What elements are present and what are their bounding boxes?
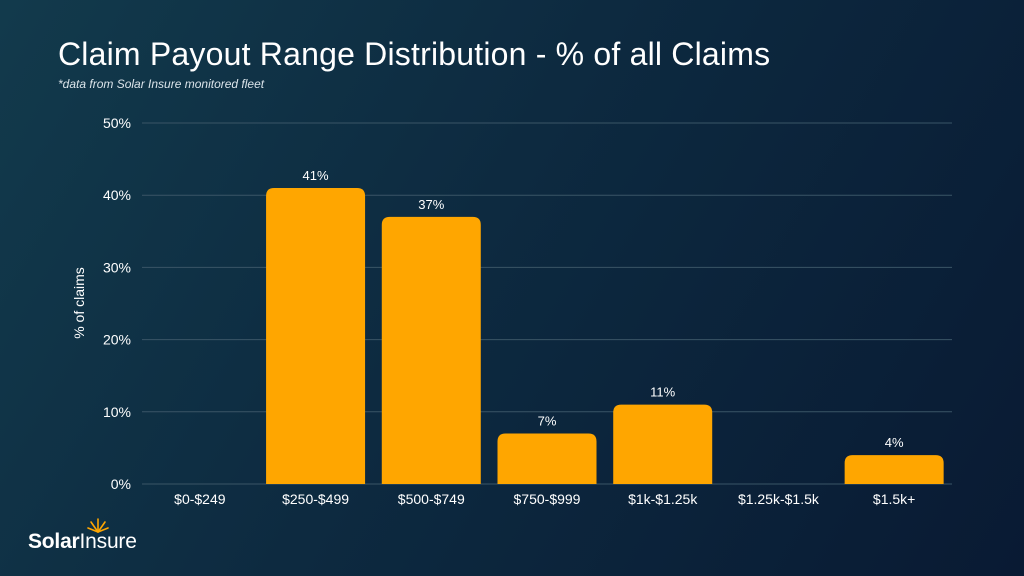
bar bbox=[497, 433, 597, 484]
y-axis-title: % of claims bbox=[71, 267, 87, 339]
data-label: 41% bbox=[303, 168, 329, 183]
y-tick-label: 40% bbox=[103, 187, 131, 203]
bar bbox=[844, 455, 944, 484]
y-tick-label: 10% bbox=[103, 404, 131, 420]
y-tick-label: 20% bbox=[103, 332, 131, 348]
bars bbox=[266, 187, 944, 485]
logo-text: SolarInsure bbox=[28, 530, 137, 553]
x-tick-label: $750-$999 bbox=[514, 491, 581, 507]
x-tick-label: $500-$749 bbox=[398, 491, 465, 507]
y-tick-label: 50% bbox=[103, 115, 131, 131]
data-label: 11% bbox=[650, 385, 675, 400]
gridlines bbox=[142, 122, 952, 485]
bar bbox=[381, 216, 481, 485]
x-tick-label: $250-$499 bbox=[282, 491, 349, 507]
x-tick-label: $0-$249 bbox=[174, 491, 226, 507]
data-label: 37% bbox=[418, 197, 444, 212]
sun-icon bbox=[87, 518, 109, 533]
data-label: 4% bbox=[885, 435, 904, 450]
logo-wordmark: SolarInsure bbox=[28, 530, 137, 554]
data-label: 7% bbox=[538, 413, 557, 428]
labels: 0% 10% 20% 30% 40% 50% $0-$249 41% $250-$499 37% $… bbox=[103, 115, 915, 507]
y-tick-label: 30% bbox=[103, 259, 131, 275]
logo-solar-part: Solar bbox=[28, 530, 80, 553]
bar bbox=[613, 404, 713, 484]
x-tick-label: $1.25k-$1.5k bbox=[738, 491, 820, 507]
logo-insure-part: Insure bbox=[79, 530, 137, 553]
y-tick-label: 0% bbox=[111, 476, 131, 492]
chart-subtitle: *data from Solar Insure monitored fleet bbox=[58, 77, 265, 91]
bar bbox=[266, 187, 366, 485]
chart-title: Claim Payout Range Distribution - % of a… bbox=[58, 36, 771, 72]
x-tick-label: $1.5k+ bbox=[873, 491, 915, 507]
x-tick-label: $1k-$1.25k bbox=[628, 491, 698, 507]
